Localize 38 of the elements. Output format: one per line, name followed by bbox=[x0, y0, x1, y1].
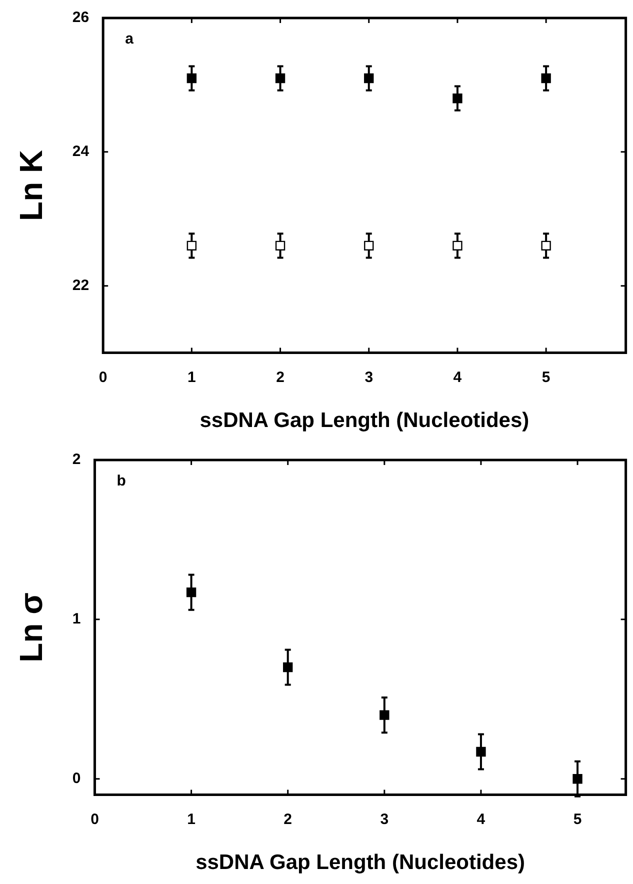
x-tick-label: 1 bbox=[187, 810, 196, 828]
point bbox=[572, 774, 582, 784]
x-tick-label: 0 bbox=[98, 368, 108, 386]
x-tick-label: 2 bbox=[284, 810, 292, 828]
annotation: b bbox=[116, 472, 126, 490]
point bbox=[275, 73, 286, 84]
point bbox=[452, 94, 462, 104]
point bbox=[541, 73, 551, 84]
y-tick-label: 24 bbox=[72, 143, 90, 160]
point bbox=[541, 240, 551, 251]
point bbox=[186, 240, 197, 251]
x-axis-title: ssDNA Gap Length (Nucleotides) bbox=[200, 409, 530, 432]
x-tick-label: 5 bbox=[573, 810, 582, 828]
x-tick-label: 4 bbox=[453, 368, 462, 386]
y-tick-label: 0 bbox=[72, 770, 81, 787]
x-tick-label: 2 bbox=[276, 368, 284, 386]
y-tick-label: 26 bbox=[72, 9, 90, 26]
point bbox=[364, 240, 374, 251]
x-tick-label: 3 bbox=[364, 368, 374, 386]
point bbox=[275, 240, 286, 251]
point bbox=[452, 240, 462, 251]
annotation: a bbox=[125, 30, 134, 48]
point bbox=[380, 710, 390, 720]
x-axis-title: ssDNA Gap Length (Nucleotides) bbox=[196, 851, 525, 874]
y-tick-label: 2 bbox=[72, 451, 81, 468]
point bbox=[476, 746, 486, 757]
x-tick-label: 1 bbox=[188, 368, 196, 386]
point bbox=[186, 587, 196, 598]
y-axis-title: Ln K bbox=[13, 150, 50, 221]
x-tick-label: 4 bbox=[476, 810, 486, 828]
x-tick-label: 5 bbox=[542, 368, 550, 386]
point bbox=[283, 662, 293, 672]
y-axis-title: Ln σ bbox=[13, 592, 50, 662]
y-tick-label: 1 bbox=[72, 610, 81, 628]
point bbox=[364, 73, 374, 84]
x-tick-label: 3 bbox=[380, 810, 389, 828]
y-tick-label: 22 bbox=[72, 276, 90, 294]
point bbox=[186, 73, 197, 84]
